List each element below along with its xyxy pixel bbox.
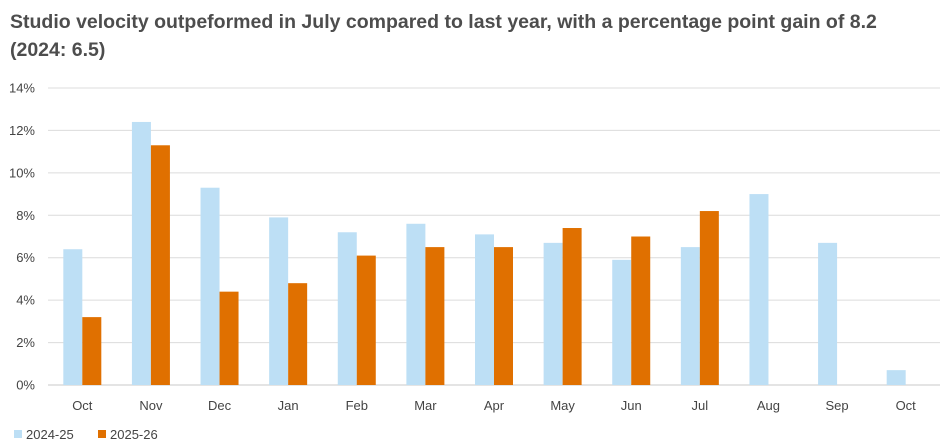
bar-2025-26-Mar bbox=[425, 247, 445, 385]
bar-2024-25-Nov bbox=[131, 121, 151, 385]
legend-swatch bbox=[98, 430, 106, 438]
chart-title: Studio velocity outpeformed in July comp… bbox=[10, 11, 877, 61]
y-tick-label: 6% bbox=[16, 250, 35, 265]
legend: 2024-25 2025-26 bbox=[14, 427, 158, 442]
bar-2025-26-Feb bbox=[356, 255, 376, 385]
bar-2025-26-Jul bbox=[699, 211, 719, 385]
bars bbox=[63, 121, 906, 385]
y-axis-ticks: 0% 2% 4% 6% 8% 10% 12% 14% bbox=[9, 81, 35, 393]
bar-2024-25-Oct bbox=[886, 370, 906, 385]
bar-2024-25-Mar bbox=[406, 223, 426, 385]
x-tick-label: Jun bbox=[621, 398, 642, 413]
bar-2025-26-Jan bbox=[288, 283, 308, 385]
x-axis-ticks: Oct Nov Dec Jan Feb Mar Apr May Jun Jul Aug Sep Oct bbox=[72, 398, 916, 413]
y-tick-label: 14% bbox=[9, 81, 35, 96]
x-tick-label: Mar bbox=[414, 398, 437, 413]
bar-2024-25-Jul bbox=[680, 247, 700, 385]
legend-label: 2024-25 bbox=[26, 427, 74, 442]
bar-2024-25-Aug bbox=[749, 194, 769, 385]
x-tick-label: May bbox=[550, 398, 575, 413]
bar-2024-25-Jan bbox=[269, 217, 289, 385]
x-tick-label: Dec bbox=[208, 398, 232, 413]
y-tick-label: 0% bbox=[16, 378, 35, 393]
y-tick-label: 2% bbox=[16, 335, 35, 350]
bar-2025-26-Jun bbox=[631, 236, 651, 385]
bar-2025-26-Oct bbox=[82, 317, 102, 385]
x-tick-label: Aug bbox=[757, 398, 780, 413]
bar-2025-26-Nov bbox=[150, 145, 170, 385]
y-tick-label: 10% bbox=[9, 165, 35, 180]
bar-2024-25-Dec bbox=[200, 187, 220, 385]
x-tick-label: Apr bbox=[484, 398, 505, 413]
bar-2024-25-Oct bbox=[63, 249, 83, 385]
y-tick-label: 12% bbox=[9, 123, 35, 138]
bar-2025-26-Dec bbox=[219, 291, 239, 385]
x-tick-label: Nov bbox=[139, 398, 163, 413]
bar-2024-25-Feb bbox=[337, 232, 357, 385]
legend-swatch bbox=[14, 430, 22, 438]
bar-2024-25-Apr bbox=[475, 234, 494, 385]
x-tick-label: Jul bbox=[692, 398, 709, 413]
y-tick-label: 8% bbox=[16, 208, 35, 223]
x-tick-label: Feb bbox=[346, 398, 368, 413]
bar-2024-25-Jun bbox=[612, 259, 632, 385]
gridlines bbox=[48, 87, 940, 386]
bar-2024-25-Sep bbox=[818, 242, 838, 385]
y-tick-label: 4% bbox=[16, 293, 35, 308]
x-tick-label: Oct bbox=[896, 398, 917, 413]
x-tick-label: Oct bbox=[72, 398, 93, 413]
legend-label: 2025-26 bbox=[110, 427, 158, 442]
x-tick-label: Sep bbox=[826, 398, 849, 413]
bar-2025-26-Apr bbox=[494, 247, 513, 385]
bar-2024-25-May bbox=[543, 242, 563, 385]
x-tick-label: Jan bbox=[278, 398, 299, 413]
bar-2025-26-May bbox=[562, 228, 582, 385]
